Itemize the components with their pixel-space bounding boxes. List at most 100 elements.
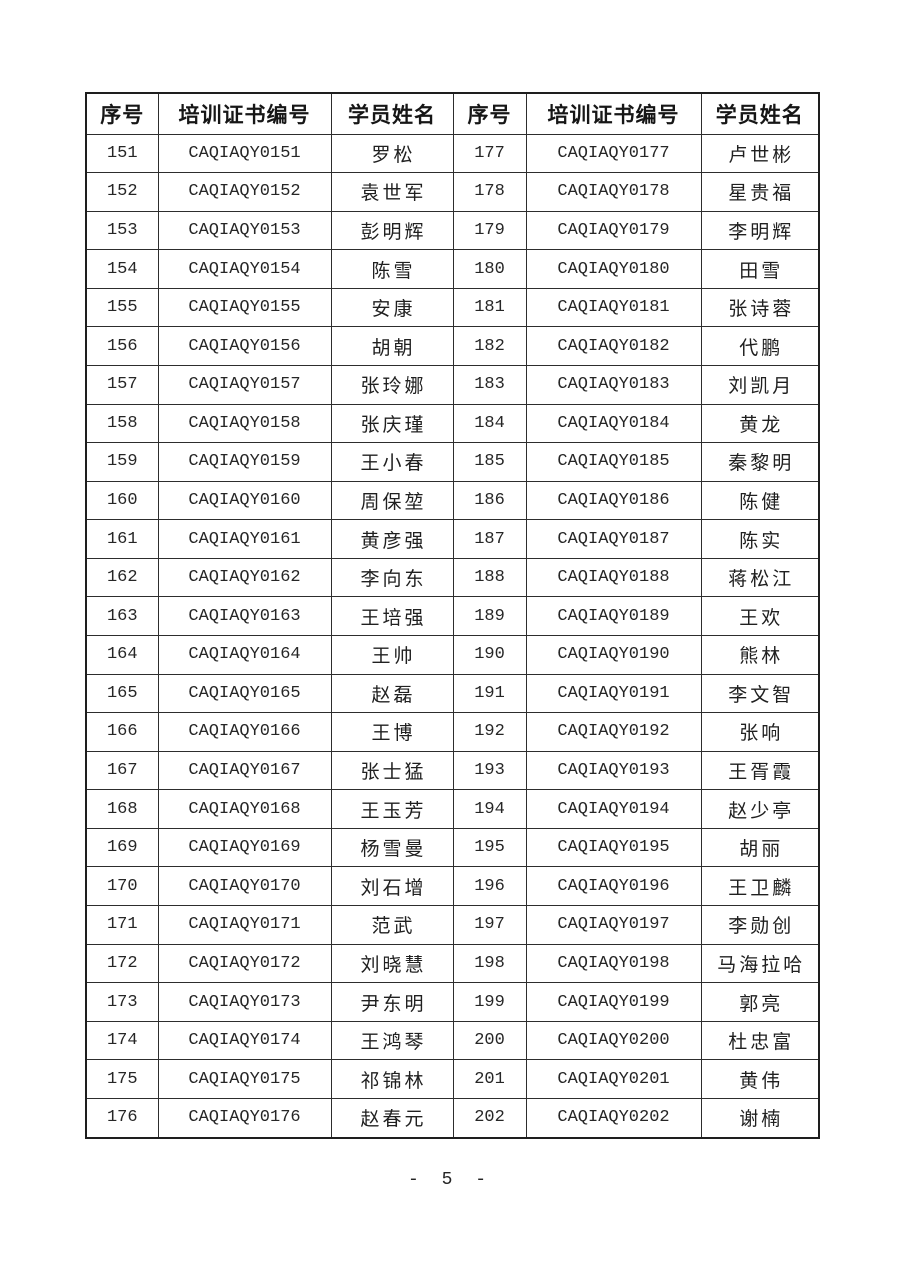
serial-cell: 176 (85, 1097, 159, 1139)
serial-cell: 197 (452, 905, 527, 945)
table-row: 159 CAQIAQY0159 王小春 185 CAQIAQY0185 秦黎明 (85, 442, 820, 482)
serial-cell: 189 (452, 596, 527, 637)
cert-cell: CAQIAQY0180 (525, 249, 702, 289)
name-cell: 张玲娜 (330, 364, 454, 405)
name-cell: 张士猛 (330, 750, 454, 791)
serial-cell: 181 (452, 287, 527, 328)
header-name-left: 学员姓名 (330, 92, 454, 135)
table-row: 156 CAQIAQY0156 胡朝 182 CAQIAQY0182 代鹏 (85, 326, 820, 366)
serial-cell: 183 (452, 364, 527, 405)
cert-cell: CAQIAQY0183 (525, 364, 702, 405)
name-cell: 陈健 (700, 480, 820, 521)
cert-cell: CAQIAQY0153 (157, 210, 332, 251)
serial-cell: 198 (452, 943, 527, 984)
table-row: 151 CAQIAQY0151 罗松 177 CAQIAQY0177 卢世彬 (85, 133, 820, 174)
table-row: 158 CAQIAQY0158 张庆瑾 184 CAQIAQY0184 黄龙 (85, 403, 820, 444)
cert-cell: CAQIAQY0160 (157, 480, 332, 521)
cert-cell: CAQIAQY0166 (157, 712, 332, 752)
serial-cell: 152 (85, 172, 159, 212)
serial-cell: 160 (85, 480, 159, 521)
cert-cell: CAQIAQY0158 (157, 403, 332, 444)
name-cell: 蒋松江 (700, 557, 820, 598)
cert-cell: CAQIAQY0196 (525, 866, 702, 907)
serial-cell: 157 (85, 364, 159, 405)
name-cell: 王小春 (330, 442, 454, 482)
name-cell: 刘晓慧 (330, 943, 454, 984)
serial-cell: 201 (452, 1059, 527, 1099)
name-cell: 王胥霞 (700, 750, 820, 791)
serial-cell: 155 (85, 287, 159, 328)
header-cert-left: 培训证书编号 (157, 92, 332, 135)
name-cell: 黄龙 (700, 403, 820, 444)
table-row: 171 CAQIAQY0171 范武 197 CAQIAQY0197 李勋创 (85, 905, 820, 945)
serial-cell: 178 (452, 172, 527, 212)
cert-cell: CAQIAQY0171 (157, 905, 332, 945)
cert-cell: CAQIAQY0198 (525, 943, 702, 984)
serial-cell: 185 (452, 442, 527, 482)
cert-cell: CAQIAQY0200 (525, 1020, 702, 1061)
table-row: 152 CAQIAQY0152 袁世军 178 CAQIAQY0178 星贵福 (85, 172, 820, 212)
table-row: 175 CAQIAQY0175 祁锦林 201 CAQIAQY0201 黄伟 (85, 1059, 820, 1099)
name-cell: 彭明辉 (330, 210, 454, 251)
name-cell: 刘石增 (330, 866, 454, 907)
table-row: 155 CAQIAQY0155 安康 181 CAQIAQY0181 张诗蓉 (85, 287, 820, 328)
cert-cell: CAQIAQY0172 (157, 943, 332, 984)
table-row: 163 CAQIAQY0163 王培强 189 CAQIAQY0189 王欢 (85, 596, 820, 637)
table-row: 170 CAQIAQY0170 刘石增 196 CAQIAQY0196 王卫麟 (85, 866, 820, 907)
serial-cell: 191 (452, 673, 527, 714)
cert-cell: CAQIAQY0164 (157, 635, 332, 675)
name-cell: 胡丽 (700, 827, 820, 868)
cert-cell: CAQIAQY0155 (157, 287, 332, 328)
cert-cell: CAQIAQY0199 (525, 982, 702, 1022)
cert-cell: CAQIAQY0179 (525, 210, 702, 251)
serial-cell: 195 (452, 827, 527, 868)
cert-cell: CAQIAQY0193 (525, 750, 702, 791)
serial-cell: 175 (85, 1059, 159, 1099)
name-cell: 星贵福 (700, 172, 820, 212)
name-cell: 张庆瑾 (330, 403, 454, 444)
cert-cell: CAQIAQY0154 (157, 249, 332, 289)
serial-cell: 151 (85, 133, 159, 174)
name-cell: 代鹏 (700, 326, 820, 366)
table-row: 153 CAQIAQY0153 彭明辉 179 CAQIAQY0179 李明辉 (85, 210, 820, 251)
name-cell: 王卫麟 (700, 866, 820, 907)
cert-cell: CAQIAQY0173 (157, 982, 332, 1022)
serial-cell: 199 (452, 982, 527, 1022)
table-row: 167 CAQIAQY0167 张士猛 193 CAQIAQY0193 王胥霞 (85, 750, 820, 791)
cert-cell: CAQIAQY0201 (525, 1059, 702, 1099)
name-cell: 杨雪曼 (330, 827, 454, 868)
name-cell: 胡朝 (330, 326, 454, 366)
cert-cell: CAQIAQY0176 (157, 1097, 332, 1139)
serial-cell: 184 (452, 403, 527, 444)
header-cert-right: 培训证书编号 (525, 92, 702, 135)
name-cell: 安康 (330, 287, 454, 328)
name-cell: 王帅 (330, 635, 454, 675)
serial-cell: 177 (452, 133, 527, 174)
name-cell: 李向东 (330, 557, 454, 598)
cert-cell: CAQIAQY0161 (157, 519, 332, 559)
table-row: 168 CAQIAQY0168 王玉芳 194 CAQIAQY0194 赵少亭 (85, 789, 820, 829)
name-cell: 王培强 (330, 596, 454, 637)
name-cell: 李文智 (700, 673, 820, 714)
serial-cell: 186 (452, 480, 527, 521)
cert-cell: CAQIAQY0189 (525, 596, 702, 637)
roster-table: 序号 培训证书编号 学员姓名 序号 培训证书编号 学员姓名 151 CAQIAQY… (85, 92, 820, 1139)
cert-cell: CAQIAQY0162 (157, 557, 332, 598)
cert-cell: CAQIAQY0167 (157, 750, 332, 791)
serial-cell: 159 (85, 442, 159, 482)
table-row: 166 CAQIAQY0166 王博 192 CAQIAQY0192 张响 (85, 712, 820, 752)
table-row: 173 CAQIAQY0173 尹东明 199 CAQIAQY0199 郭亮 (85, 982, 820, 1022)
table-row: 165 CAQIAQY0165 赵磊 191 CAQIAQY0191 李文智 (85, 673, 820, 714)
name-cell: 赵磊 (330, 673, 454, 714)
cert-cell: CAQIAQY0182 (525, 326, 702, 366)
cert-cell: CAQIAQY0165 (157, 673, 332, 714)
table-row: 176 CAQIAQY0176 赵春元 202 CAQIAQY0202 谢楠 (85, 1097, 820, 1139)
serial-cell: 190 (452, 635, 527, 675)
serial-cell: 164 (85, 635, 159, 675)
name-cell: 王欢 (700, 596, 820, 637)
table-row: 164 CAQIAQY0164 王帅 190 CAQIAQY0190 熊林 (85, 635, 820, 675)
table-row: 154 CAQIAQY0154 陈雪 180 CAQIAQY0180 田雪 (85, 249, 820, 289)
serial-cell: 161 (85, 519, 159, 559)
serial-cell: 169 (85, 827, 159, 868)
